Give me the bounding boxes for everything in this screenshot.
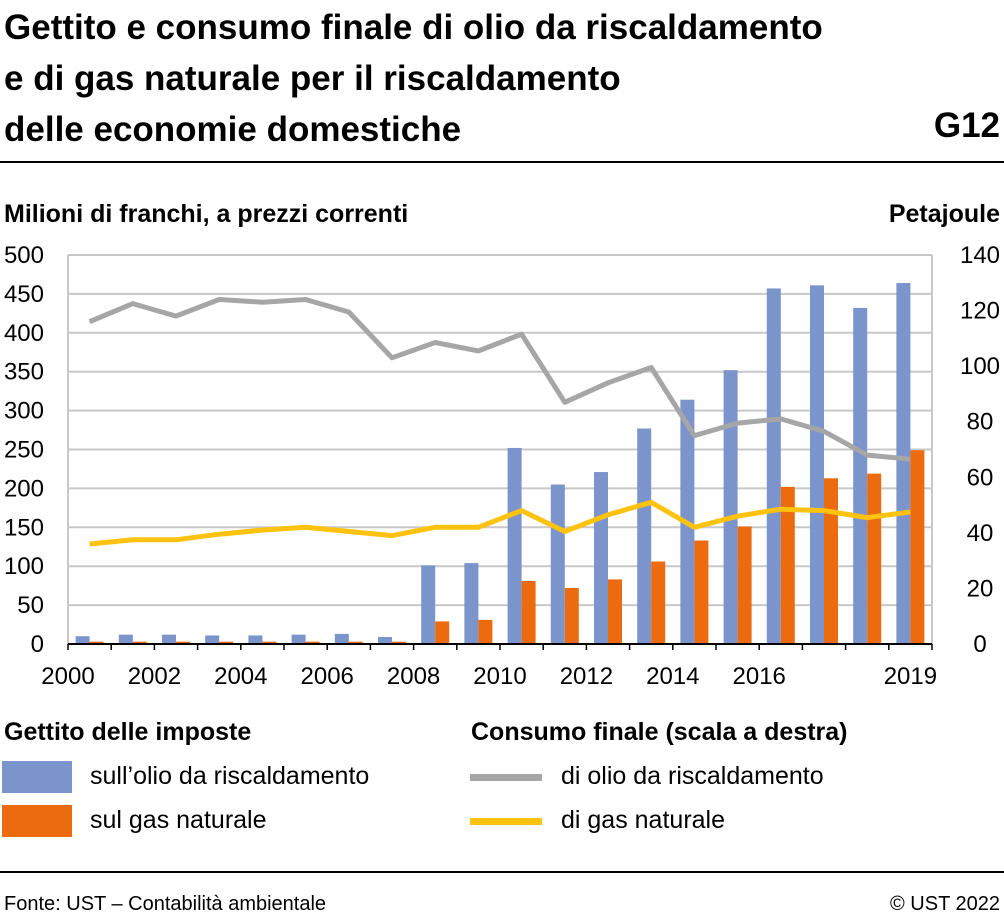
- y-tick-label: 450: [4, 281, 44, 308]
- y-tick-label: 50: [17, 592, 44, 619]
- bar-gas-tax: [478, 619, 493, 644]
- legend-label-gas-consumption: di gas naturale: [561, 806, 726, 834]
- bar-gas-tax: [521, 580, 536, 644]
- bar-oil-tax: [723, 370, 738, 644]
- bar-gas-tax: [89, 641, 104, 644]
- y2-tick-label: 20: [967, 575, 994, 602]
- bar-oil-tax: [248, 635, 263, 644]
- y-tick-label: 400: [4, 320, 44, 347]
- line-oil-consumption: [88, 297, 911, 462]
- y-tick-label: 200: [4, 475, 44, 502]
- y2-tick-label: 80: [967, 409, 994, 436]
- y-tick-label: 250: [4, 437, 44, 464]
- bar-oil-tax: [550, 484, 565, 644]
- bar-oil-tax: [205, 635, 220, 644]
- legend-label-oil-tax: sull’olio da riscaldamento: [90, 762, 370, 790]
- bar-oil-tax: [291, 634, 306, 644]
- y2-tick-label: 120: [960, 298, 1000, 325]
- legend-heading-tax: Gettito delle imposte: [4, 718, 252, 746]
- y-tick-label: 0: [31, 631, 44, 658]
- bar-oil-tax: [118, 634, 133, 644]
- legend-label-gas-tax: sul gas naturale: [90, 806, 267, 834]
- title-line-3: delle economie domestiche: [4, 110, 462, 149]
- legend-line-oil-consumption: [470, 774, 542, 781]
- x-tick-label: 2014: [646, 663, 699, 690]
- bar-oil-tax: [378, 636, 392, 644]
- chart-title: Gettito e consumo finale di olio da risc…: [4, 2, 904, 155]
- top-divider: [0, 161, 1004, 163]
- bar-gas-tax: [780, 486, 795, 644]
- bar-gas-tax: [737, 526, 752, 644]
- bar-gas-tax: [176, 641, 190, 644]
- x-tick-label: 2002: [128, 663, 181, 690]
- y2-tick-label: 140: [960, 242, 1000, 269]
- line-gas-consumption: [89, 499, 911, 547]
- bar-oil-tax: [421, 565, 436, 644]
- x-tick-label: 2008: [387, 663, 440, 690]
- y2-tick-label: 0: [973, 631, 986, 658]
- chart-plot: 0 50 100 150 200 250 300 350 400 450 500 0 20 40 60 80 1…: [4, 242, 1000, 690]
- bar-gas-tax: [867, 473, 882, 644]
- x-tick-label: 2016: [733, 663, 786, 690]
- x-tick-label: 2004: [214, 663, 267, 690]
- y-tick-label: 150: [4, 514, 44, 541]
- right-axis-title: Petajoule: [888, 200, 1000, 228]
- bar-gas-tax: [305, 641, 320, 644]
- bar-oil-tax: [853, 307, 868, 644]
- bar-gas-tax: [219, 641, 234, 644]
- legend-swatch-oil-tax: [2, 761, 72, 793]
- y2-tick-label: 60: [967, 464, 994, 491]
- y-tick-label: 300: [4, 398, 44, 425]
- y-tick-label: 100: [4, 553, 44, 580]
- bar-gas-tax: [564, 587, 579, 644]
- legend-heading-consumption: Consumo finale (scala a destra): [471, 718, 848, 746]
- title-line-1: Gettito e consumo finale di olio da risc…: [4, 8, 823, 47]
- bar-oil-tax: [594, 472, 608, 644]
- bar-gas-tax: [910, 450, 925, 644]
- x-tick-label: 2000: [41, 663, 94, 690]
- bar-oil-tax: [75, 636, 90, 644]
- graphic-code: G12: [933, 106, 1000, 145]
- x-tick-label: 2019: [884, 663, 937, 690]
- bar-gas-tax: [608, 579, 622, 644]
- bar-oil-tax: [507, 447, 522, 644]
- bar-gas-tax: [392, 641, 406, 644]
- bar-oil-tax: [334, 633, 349, 644]
- y2-tick-label: 40: [967, 520, 994, 547]
- bar-gas-tax: [824, 478, 838, 644]
- source-note: Fonte: UST – Contabilità ambientale: [4, 893, 327, 915]
- bar-oil-tax: [896, 283, 911, 644]
- y-tick-label: 350: [4, 359, 44, 386]
- x-tick-label: 2006: [301, 663, 354, 690]
- bar-gas-tax: [132, 641, 147, 644]
- y2-tick-label: 100: [960, 353, 1000, 380]
- bar-gas-tax: [262, 641, 277, 644]
- bottom-divider: [0, 871, 1004, 873]
- bar-gas-tax: [694, 540, 709, 644]
- bar-oil-tax: [464, 563, 479, 644]
- legend-line-gas-consumption: [470, 818, 542, 825]
- bar-gas-tax: [651, 561, 666, 644]
- x-tick-label: 2012: [560, 663, 613, 690]
- copyright-note: © UST 2022: [890, 893, 1000, 915]
- left-axis-title: Milioni di franchi, a prezzi correnti: [4, 200, 409, 228]
- bar-oil-tax: [766, 288, 781, 644]
- legend-swatch-gas-tax: [2, 805, 72, 837]
- bar-oil-tax: [162, 634, 176, 644]
- title-line-2: e di gas naturale per il riscaldamento: [4, 59, 621, 98]
- y-tick-label: 500: [4, 242, 44, 269]
- bar-gas-tax: [435, 621, 450, 644]
- x-tick-label: 2010: [473, 663, 526, 690]
- bar-oil-tax: [637, 428, 652, 644]
- bar-gas-tax: [348, 641, 363, 644]
- legend-label-oil-consumption: di olio da riscaldamento: [561, 762, 824, 790]
- bar-oil-tax: [810, 285, 824, 644]
